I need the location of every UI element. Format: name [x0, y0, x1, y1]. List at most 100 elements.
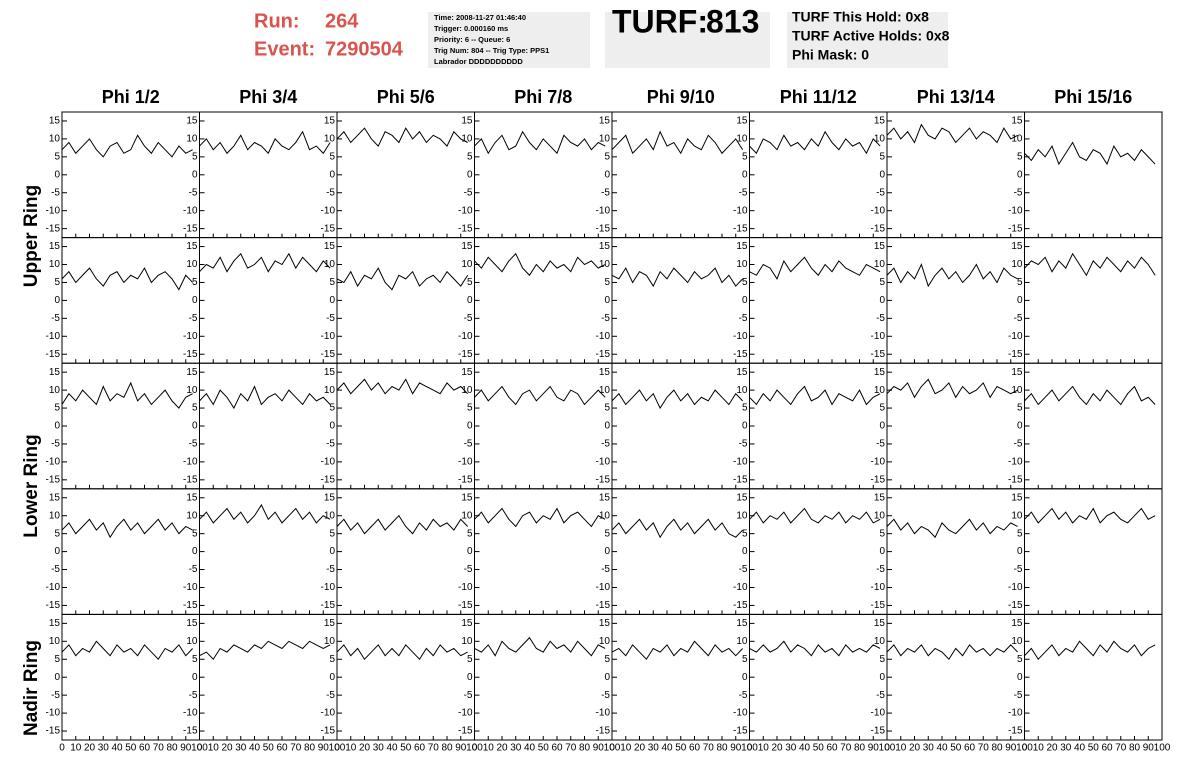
x-tick-label: 90	[180, 743, 192, 754]
y-tick-label: 0	[329, 672, 335, 683]
x-tick-label: 20	[84, 743, 96, 754]
y-tick-label: 5	[54, 403, 60, 414]
y-tick-label: 15	[461, 116, 473, 127]
y-tick-label: -10	[183, 205, 198, 216]
y-tick-label: 0	[879, 546, 885, 557]
y-tick-label: -5	[464, 690, 473, 701]
waveform	[886, 378, 1018, 399]
x-tick-label: 50	[950, 743, 962, 754]
y-tick-label: 10	[599, 259, 611, 270]
y-tick-label: -15	[321, 600, 336, 611]
turf-info-line: TURF Active Holds: 0x8	[792, 28, 950, 44]
info-line: Time: 2008-11-27 01:46:40	[434, 13, 526, 22]
y-tick-label: -10	[1008, 582, 1023, 593]
x-tick-label: 50	[125, 743, 137, 754]
x-tick-label: 0	[747, 743, 753, 754]
y-tick-label: -10	[596, 457, 611, 468]
y-tick-label: -10	[871, 457, 886, 468]
y-tick-label: 0	[467, 169, 473, 180]
panel-frame	[611, 613, 750, 741]
panel-frame	[611, 488, 750, 615]
y-tick-label: -10	[183, 331, 198, 342]
turf-box	[605, 12, 770, 68]
x-tick-label: 10	[1033, 743, 1045, 754]
x-tick-label: 40	[111, 743, 123, 754]
x-tick-label: 50	[1088, 743, 1100, 754]
y-tick-label: -5	[1014, 313, 1023, 324]
y-tick-label: -15	[596, 349, 611, 360]
y-tick-label: -15	[458, 223, 473, 234]
panel-frame	[336, 488, 475, 615]
x-tick-label: 70	[153, 743, 165, 754]
y-tick-label: 10	[49, 134, 61, 145]
y-tick-label: -5	[326, 690, 335, 701]
x-tick-label: 60	[551, 743, 563, 754]
y-tick-label: 10	[599, 510, 611, 521]
panel-frame	[336, 237, 475, 364]
y-tick-label: -5	[326, 313, 335, 324]
panel-frame	[199, 362, 338, 490]
x-tick-label: 50	[813, 743, 825, 754]
x-tick-label: 40	[1074, 743, 1086, 754]
y-tick-label: -5	[464, 439, 473, 450]
column-title: Phi 7/8	[514, 87, 572, 107]
waveform	[611, 640, 743, 661]
y-tick-label: 10	[874, 259, 886, 270]
y-tick-label: 15	[461, 618, 473, 629]
panel-frame	[886, 362, 1025, 490]
waveform	[199, 252, 331, 273]
y-tick-label: 15	[874, 618, 886, 629]
waveform	[336, 514, 468, 535]
y-tick-label: -10	[871, 708, 886, 719]
y-tick-label: -15	[458, 600, 473, 611]
y-tick-label: 10	[1011, 259, 1023, 270]
y-tick-label: -5	[601, 564, 610, 575]
panel-frame	[199, 111, 338, 239]
y-tick-label: -15	[183, 349, 198, 360]
run-number: 264	[325, 10, 359, 32]
waveform	[886, 518, 1018, 539]
y-tick-label: -15	[183, 223, 198, 234]
y-tick-label: 15	[874, 116, 886, 127]
y-tick-label: 5	[742, 654, 748, 665]
y-tick-label: 15	[736, 618, 748, 629]
panel-frame	[886, 613, 1025, 741]
y-tick-label: 10	[49, 259, 61, 270]
y-tick-label: -15	[733, 600, 748, 611]
column-title: Phi 1/2	[102, 87, 160, 107]
y-tick-label: 0	[54, 421, 60, 432]
y-tick-label: 15	[186, 241, 198, 252]
panel-frame	[61, 613, 200, 741]
y-tick-label: 5	[879, 151, 885, 162]
x-tick-label: 80	[166, 743, 178, 754]
y-tick-label: 5	[879, 654, 885, 665]
y-tick-label: 0	[54, 295, 60, 306]
x-tick-label: 30	[785, 743, 797, 754]
info-line: Trigger: 0.000160 ms	[434, 24, 508, 33]
waveform	[886, 263, 1018, 288]
waveform	[474, 130, 606, 155]
x-tick-label: 50	[263, 743, 275, 754]
y-tick-label: 5	[192, 654, 198, 665]
y-tick-label: 5	[192, 403, 198, 414]
y-tick-label: -5	[189, 564, 198, 575]
waveform	[199, 640, 331, 661]
y-tick-label: -10	[458, 331, 473, 342]
y-tick-label: -15	[1008, 600, 1023, 611]
y-tick-label: -10	[733, 457, 748, 468]
y-tick-label: -15	[183, 474, 198, 485]
panel-frame	[474, 237, 613, 364]
x-tick-label: 90	[455, 743, 467, 754]
y-tick-label: 0	[467, 421, 473, 432]
y-tick-label: 0	[467, 672, 473, 683]
y-tick-label: -10	[733, 582, 748, 593]
column-title: Phi 9/10	[647, 87, 715, 107]
row-title: Upper Ring	[21, 185, 42, 287]
y-tick-label: 15	[599, 492, 611, 503]
x-tick-label: 0	[59, 743, 65, 754]
x-tick-label: 100	[1154, 743, 1171, 754]
y-tick-label: 5	[742, 403, 748, 414]
y-tick-label: -5	[1014, 439, 1023, 450]
y-tick-label: -10	[458, 205, 473, 216]
y-tick-label: 5	[329, 654, 335, 665]
